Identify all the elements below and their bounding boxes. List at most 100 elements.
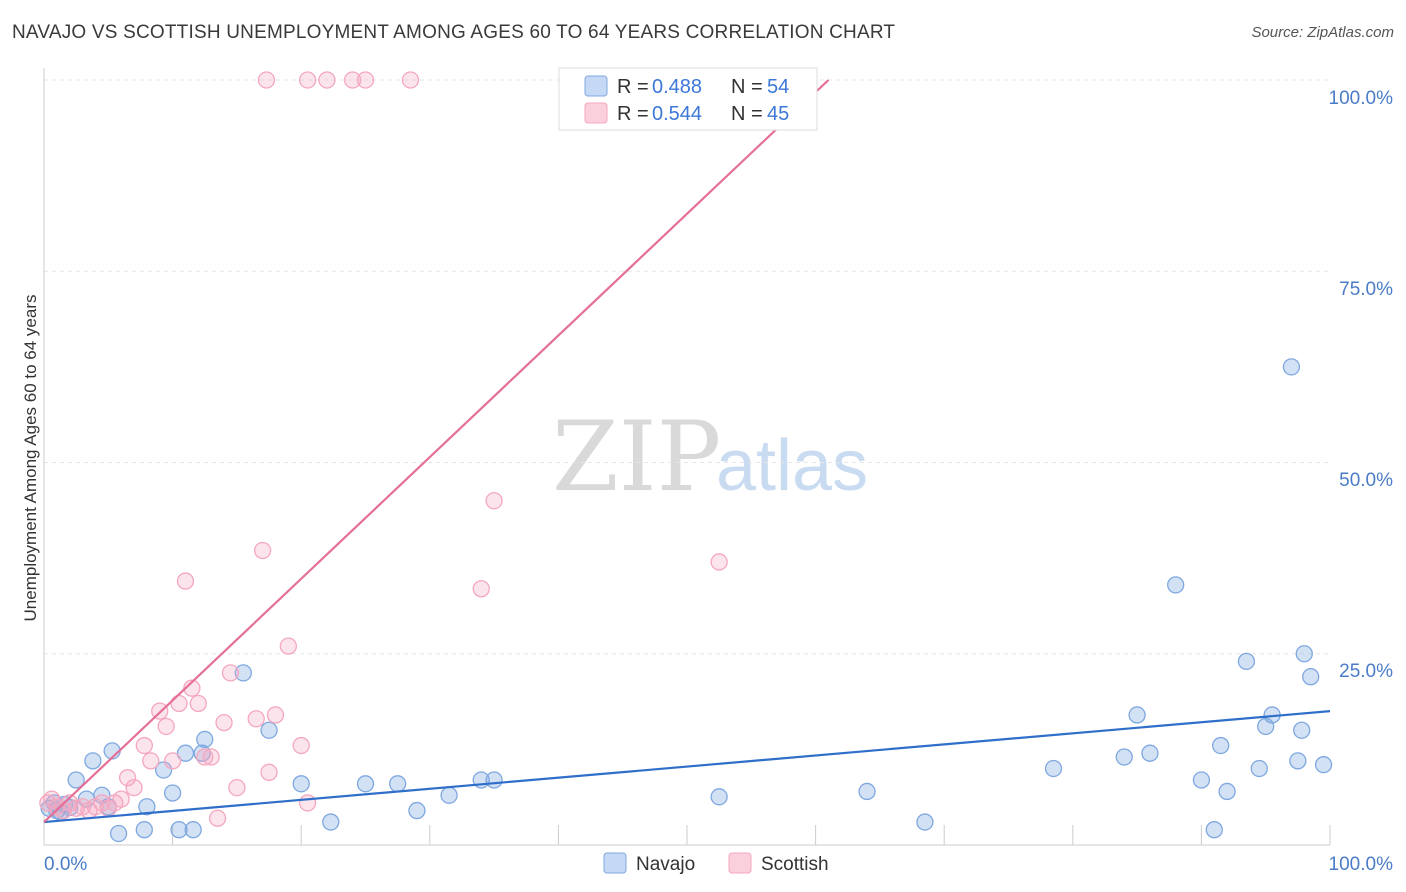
navajo-point bbox=[1237, 652, 1256, 671]
bottom-legend-scottish-label: Scottish bbox=[761, 854, 829, 875]
navajo-point bbox=[356, 775, 375, 793]
navajo-point bbox=[196, 730, 214, 749]
bottom-legend-navajo-swatch bbox=[603, 852, 627, 874]
scottish-point bbox=[279, 637, 297, 655]
scottish-point bbox=[196, 748, 214, 766]
scottish-point bbox=[247, 710, 265, 728]
scottish-point bbox=[485, 492, 503, 510]
navajo-point bbox=[170, 821, 188, 839]
navajo-point bbox=[67, 771, 85, 789]
navajo-point bbox=[1295, 645, 1313, 663]
scottish-point bbox=[125, 778, 143, 797]
navajo-point bbox=[84, 752, 102, 770]
navajo-trend-line bbox=[43, 710, 1331, 824]
bottom-legend-scottish-swatch bbox=[728, 852, 752, 874]
trend-lines bbox=[43, 79, 1331, 824]
source-label: Source: ZipAtlas.com bbox=[1251, 24, 1394, 41]
scottish-point bbox=[318, 71, 336, 89]
axes bbox=[43, 68, 1331, 846]
legend-navajo-swatch bbox=[584, 75, 608, 97]
legend: R = 0.488 N = 54 R = 0.544 N = 45 bbox=[558, 67, 818, 131]
legend-n-label: N = bbox=[731, 103, 763, 125]
scottish-point bbox=[183, 679, 201, 697]
y-tick-label-25: 25.0% bbox=[1339, 661, 1393, 682]
navajo-point bbox=[408, 801, 426, 820]
navajo-point bbox=[1257, 717, 1275, 736]
scottish-point bbox=[343, 71, 362, 89]
navajo-point bbox=[916, 813, 934, 831]
scottish-point bbox=[257, 71, 276, 89]
scottish-point bbox=[135, 736, 153, 755]
x-tick-label-max: 100.0% bbox=[1329, 854, 1394, 875]
navajo-point bbox=[154, 761, 173, 779]
legend-scottish-swatch bbox=[584, 102, 608, 124]
navajo-point bbox=[485, 771, 503, 789]
navajo-point bbox=[1289, 752, 1307, 770]
navajo-point bbox=[1250, 759, 1268, 778]
scottish-point bbox=[118, 769, 137, 787]
navajo-point bbox=[138, 798, 156, 816]
navajo-point bbox=[135, 821, 153, 839]
y-tick-label-75: 75.0% bbox=[1339, 279, 1393, 300]
x-tick-label-min: 0.0% bbox=[44, 854, 87, 875]
navajo-point bbox=[234, 664, 252, 682]
scottish-point bbox=[298, 71, 317, 89]
navajo-point bbox=[388, 775, 407, 793]
navajo-point bbox=[1141, 744, 1159, 762]
chart-title: NAVAJO VS SCOTTISH UNEMPLOYMENT AMONG AG… bbox=[12, 22, 896, 43]
navajo-point bbox=[858, 782, 876, 801]
scottish-point bbox=[215, 713, 233, 732]
navajo-point bbox=[1302, 668, 1320, 686]
scottish-point bbox=[260, 763, 278, 781]
navajo-point bbox=[322, 813, 340, 831]
navajo-point bbox=[1192, 771, 1211, 789]
legend-navajo-r: 0.488 bbox=[652, 76, 702, 98]
scottish-point bbox=[253, 541, 272, 560]
scottish-point bbox=[266, 706, 285, 724]
navajo-point bbox=[1218, 782, 1236, 801]
navajo-point bbox=[184, 821, 202, 839]
scottish-point bbox=[221, 664, 240, 682]
navajo-point bbox=[710, 788, 728, 806]
navajo-point bbox=[1293, 721, 1311, 739]
bottom-legend: Navajo Scottish bbox=[603, 852, 829, 875]
legend-r-label: R = bbox=[617, 76, 649, 98]
legend-scottish-r: 0.544 bbox=[652, 103, 702, 125]
y-tick-label-50: 50.0% bbox=[1339, 470, 1393, 491]
scottish-trend-line bbox=[43, 79, 830, 823]
scottish-point bbox=[228, 778, 246, 797]
watermark-zip: ZIP bbox=[552, 401, 721, 513]
legend-r-label: R = bbox=[617, 103, 649, 125]
navajo-point bbox=[1128, 706, 1146, 724]
data-points bbox=[39, 71, 1333, 843]
gridlines bbox=[44, 79, 1330, 655]
y-axis-title: Unemployment Among Ages 60 to 64 years bbox=[21, 295, 40, 622]
legend-navajo-n: 54 bbox=[767, 76, 789, 98]
navajo-point bbox=[1314, 756, 1333, 774]
navajo-point bbox=[1044, 759, 1063, 778]
navajo-point bbox=[1115, 748, 1133, 766]
scottish-point bbox=[170, 694, 188, 713]
navajo-point bbox=[440, 786, 458, 804]
scottish-point bbox=[142, 752, 160, 770]
scottish-point bbox=[157, 717, 175, 736]
navajo-point bbox=[292, 775, 310, 793]
legend-n-label: N = bbox=[731, 76, 763, 98]
scottish-point bbox=[710, 553, 728, 571]
navajo-point bbox=[1167, 576, 1185, 594]
scottish-point bbox=[202, 748, 220, 766]
scottish-point bbox=[176, 572, 195, 590]
scottish-point bbox=[298, 794, 317, 812]
navajo-point bbox=[163, 784, 182, 802]
scottish-point bbox=[67, 799, 85, 817]
navajo-point bbox=[1205, 821, 1223, 839]
scottish-point bbox=[356, 71, 375, 89]
scottish-point bbox=[112, 790, 130, 808]
scottish-point bbox=[163, 752, 182, 770]
scottish-point bbox=[472, 580, 490, 598]
scottish-point bbox=[208, 809, 227, 827]
navajo-point bbox=[109, 824, 128, 843]
navajo-point bbox=[176, 744, 195, 762]
navajo-point bbox=[260, 721, 278, 739]
